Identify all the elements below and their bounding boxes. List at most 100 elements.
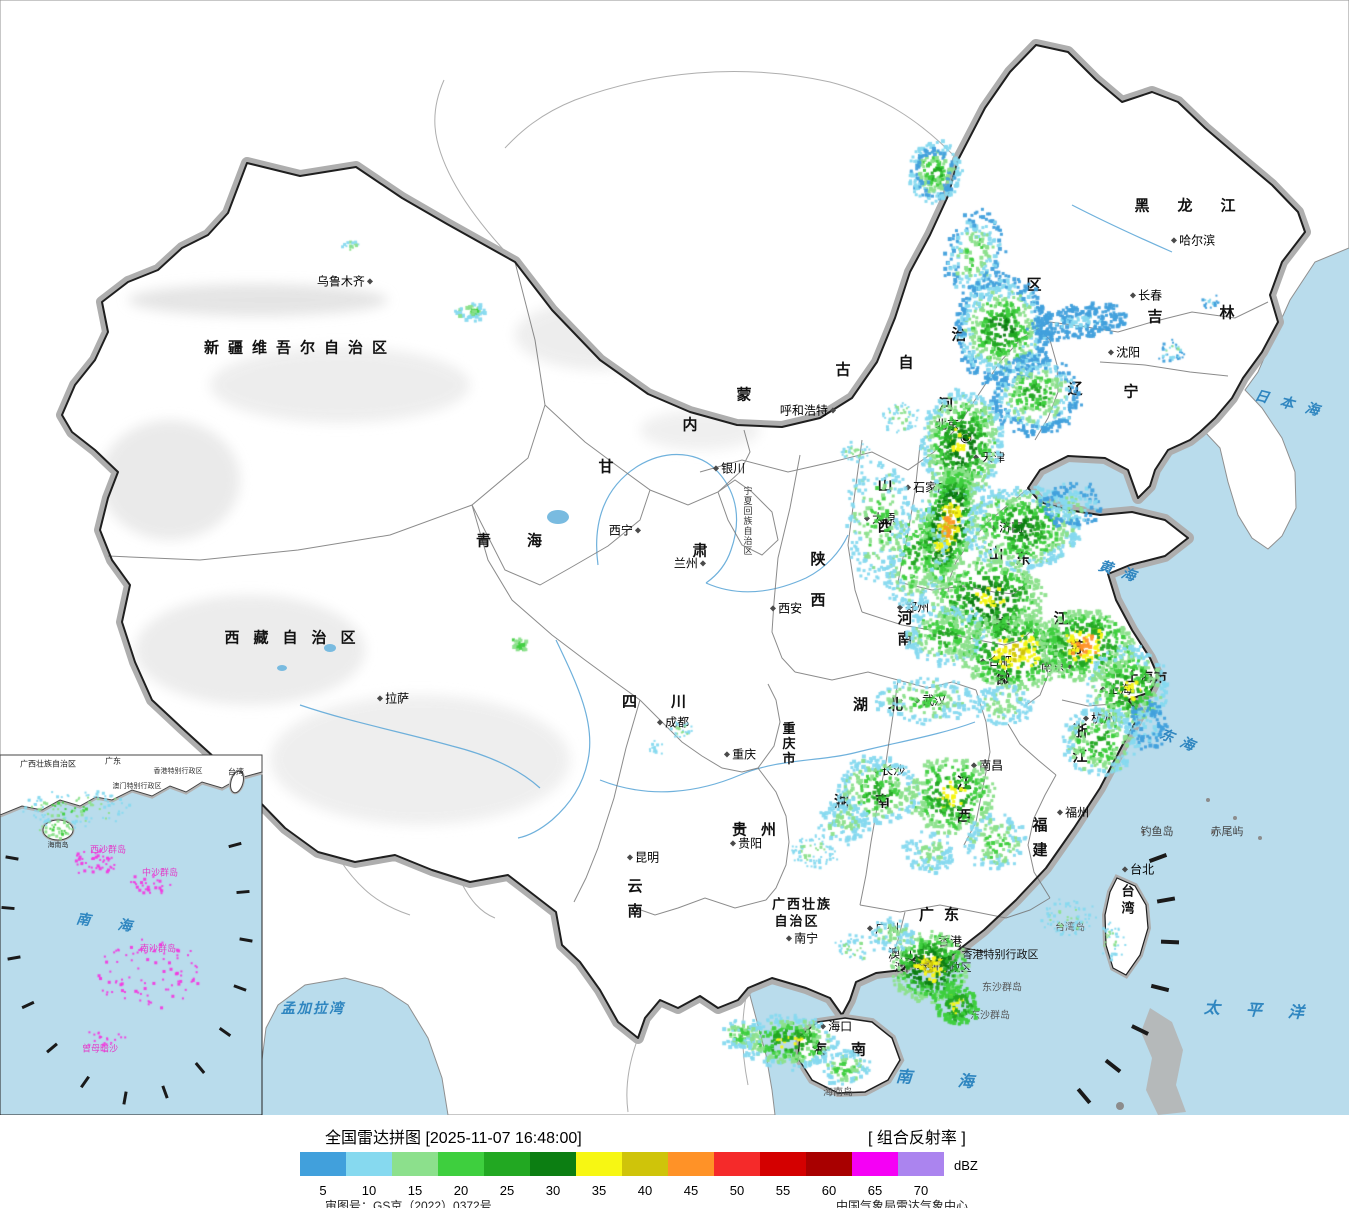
map-label: 吉: [1147, 308, 1163, 326]
map-label: 海南岛: [47, 842, 69, 849]
city-label: ◆ 拉萨: [377, 690, 409, 707]
map-label: 钓鱼岛: [1140, 826, 1174, 838]
boundary-dash: [21, 1000, 35, 1010]
city-name: 杭州: [1091, 711, 1116, 726]
boundary-dash: [122, 1091, 128, 1105]
map-label: 江西: [954, 775, 972, 841]
map-label: 林: [1219, 304, 1235, 322]
legend-value: 55: [775, 1183, 791, 1198]
legend-value: 60: [821, 1183, 837, 1198]
city-name: 长春: [1138, 288, 1163, 303]
map-label: 西藏自治区: [224, 629, 370, 647]
credit-label: 中国气象局雷达气象中心: [836, 1199, 969, 1208]
capital-marker-icon: ◉: [959, 428, 973, 445]
boundary-dash: [1131, 1024, 1149, 1036]
city-name: 西宁: [608, 523, 633, 538]
city-label: ◆ 上海: [1100, 681, 1132, 698]
legend-cell: [622, 1152, 668, 1176]
map-label: 台湾: [228, 767, 244, 777]
city-marker-icon: ◆: [904, 482, 912, 492]
city-marker-icon: ◆: [1121, 864, 1129, 874]
map-label: 东沙群岛: [970, 1010, 1010, 1022]
map-license: 审图号：GS京（2022）0372号: [325, 1199, 492, 1208]
city-name: 哈尔滨: [1179, 233, 1216, 248]
map-label: 日本海: [1253, 386, 1333, 422]
map-label: 云南: [625, 878, 643, 928]
legend-value: 25: [499, 1183, 515, 1198]
map-label: 广东: [918, 906, 970, 924]
city-name: 太原: [872, 511, 897, 526]
city-marker-icon: ◆: [1107, 347, 1115, 357]
city-label: ◆ 西安: [770, 600, 802, 617]
map-label: 北: [951, 484, 967, 502]
city-name: 广州: [875, 921, 900, 936]
map-label: 甘: [598, 458, 614, 476]
map-label: 宁夏回族自治区: [742, 486, 753, 556]
boundary-dash: [7, 955, 21, 961]
map-label: 赤尾屿: [1210, 826, 1244, 838]
city-name: 天津: [981, 450, 1006, 465]
city-name: 海口: [828, 1019, 853, 1034]
map-label: 黄海: [1096, 556, 1148, 588]
map-label: 自治区: [774, 913, 820, 929]
boundary-dash: [218, 1027, 232, 1037]
map-label: 湖南: [833, 793, 917, 811]
map-label: 宁: [1123, 383, 1139, 401]
city-name: 西安: [778, 601, 803, 616]
city-name: 拉萨: [385, 691, 410, 706]
boundary-dash: [1150, 983, 1170, 993]
legend-cell: [898, 1152, 944, 1176]
boundary-dash: [1156, 896, 1176, 904]
city-label: 澳门: [888, 945, 912, 962]
city-label: ◆ 天津: [973, 449, 1005, 466]
legend-cell: [438, 1152, 484, 1176]
map-label: 江: [1053, 610, 1069, 628]
city-marker-icon: ◆: [1099, 684, 1107, 694]
legend-cell: [760, 1152, 806, 1176]
city-label: ◆ 昆明: [627, 849, 659, 866]
city-marker-icon: ◆: [819, 1021, 827, 1031]
city-label: ◆ 南昌: [971, 757, 1003, 774]
legend-value: 65: [867, 1183, 883, 1198]
legend-cell: [852, 1152, 898, 1176]
city-name: 兰州: [673, 556, 698, 571]
map-label: 四川: [621, 693, 721, 711]
city-label: ◆ 福州: [1057, 804, 1089, 821]
map-title: 全国雷达拼图 [2025-11-07 16:48:00]: [325, 1130, 582, 1147]
map-label: 陕西: [808, 551, 826, 633]
map-label: 区: [1026, 276, 1042, 294]
city-marker-icon: ◆: [1170, 235, 1178, 245]
city-label: ◆ 银川: [713, 460, 745, 477]
boundary-dash: [1104, 1058, 1122, 1074]
city-marker-icon: ◆: [634, 525, 642, 535]
city-marker-icon: ◆: [729, 838, 737, 848]
city-name: 乌鲁木齐: [316, 274, 365, 289]
boundary-dash: [46, 1042, 58, 1054]
map-label: 浙江: [1070, 723, 1088, 773]
map-label: 自: [898, 354, 914, 372]
city-name: 北京: [934, 417, 960, 432]
city-name: 南宁: [794, 931, 819, 946]
map-label: 蒙: [736, 386, 752, 404]
map-label: 海南: [811, 1041, 891, 1059]
city-marker-icon: ◆: [723, 749, 731, 759]
city-label: ◆ 合肥: [980, 653, 1012, 670]
legend-cell: [530, 1152, 576, 1176]
map-label: 东: [1015, 550, 1031, 568]
city-name: 香港: [937, 934, 963, 949]
city-name: 长沙: [881, 763, 906, 778]
city-label: ◆ 成都: [657, 714, 689, 731]
map-label: 台湾: [1119, 884, 1135, 918]
map-label: 辽: [1067, 380, 1083, 398]
city-marker-icon: ◆: [1129, 290, 1137, 300]
legend-color-bar: [300, 1152, 944, 1176]
map-label: 南沙群岛: [139, 943, 177, 954]
city-label: ◆ 海口: [820, 1018, 852, 1035]
map-label: 西沙群岛: [89, 844, 127, 855]
city-label: ◆ 广州: [867, 920, 899, 937]
city-label: 乌鲁木齐 ◆: [317, 273, 373, 290]
city-label: 香港: [938, 933, 962, 950]
city-name: 济南: [999, 520, 1024, 535]
city-marker-icon: ◆: [872, 765, 880, 775]
